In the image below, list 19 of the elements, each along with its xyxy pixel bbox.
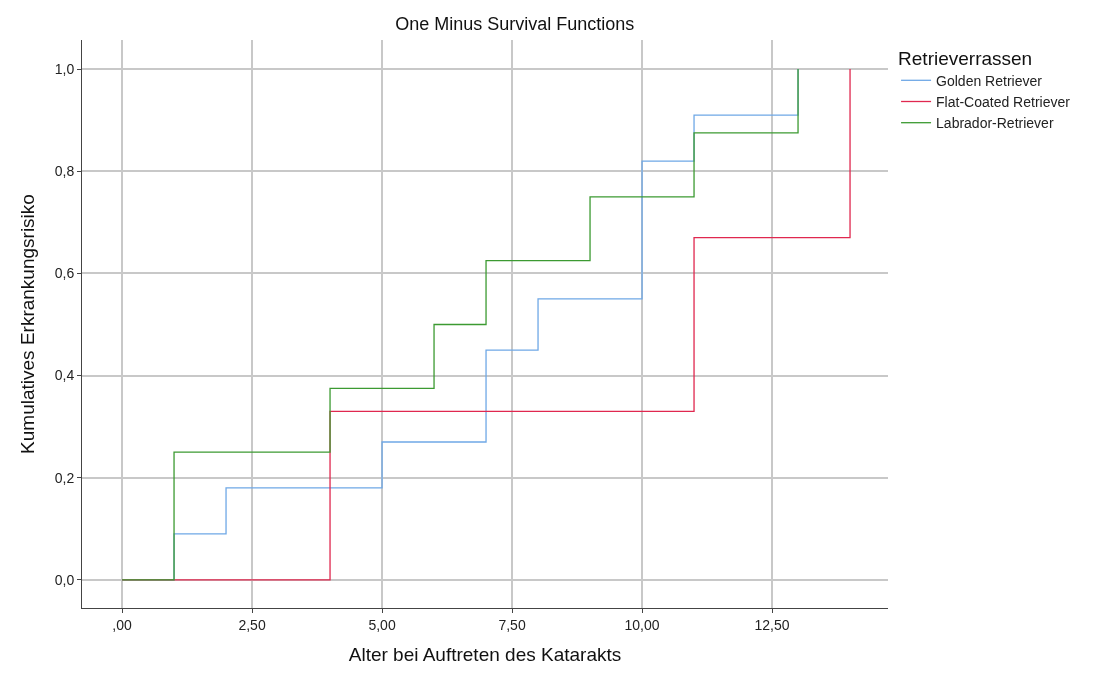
legend-label: Labrador-Retriever: [936, 115, 1054, 132]
x-tick-label: ,00: [112, 616, 132, 633]
legend-label: Flat-Coated Retriever: [936, 93, 1071, 110]
x-axis-title: Alter bei Auftreten des Katarakts: [348, 643, 622, 665]
y-tick-label: 0,6: [54, 265, 75, 282]
chart-title: One Minus Survival Functions: [395, 13, 635, 34]
x-tick-label: 10,00: [624, 616, 660, 633]
y-tick-label: 0,2: [54, 469, 75, 486]
y-tick-label: 0,4: [54, 367, 75, 384]
y-tick-label: 0,8: [54, 163, 75, 180]
x-tick-label: 5,00: [368, 616, 396, 633]
y-tick-label: 0,0: [54, 571, 75, 588]
y-axis-title: Kumulatives Erkrankungsrisiko: [16, 194, 38, 454]
x-tick-label: 12,50: [754, 616, 790, 633]
x-tick-label: 2,50: [238, 616, 266, 633]
x-tick-label: 7,50: [498, 616, 526, 633]
legend-label: Golden Retriever: [936, 72, 1043, 89]
y-tick-label: 1,0: [54, 61, 75, 78]
legend-title: Retrieverrassen: [898, 47, 1033, 69]
